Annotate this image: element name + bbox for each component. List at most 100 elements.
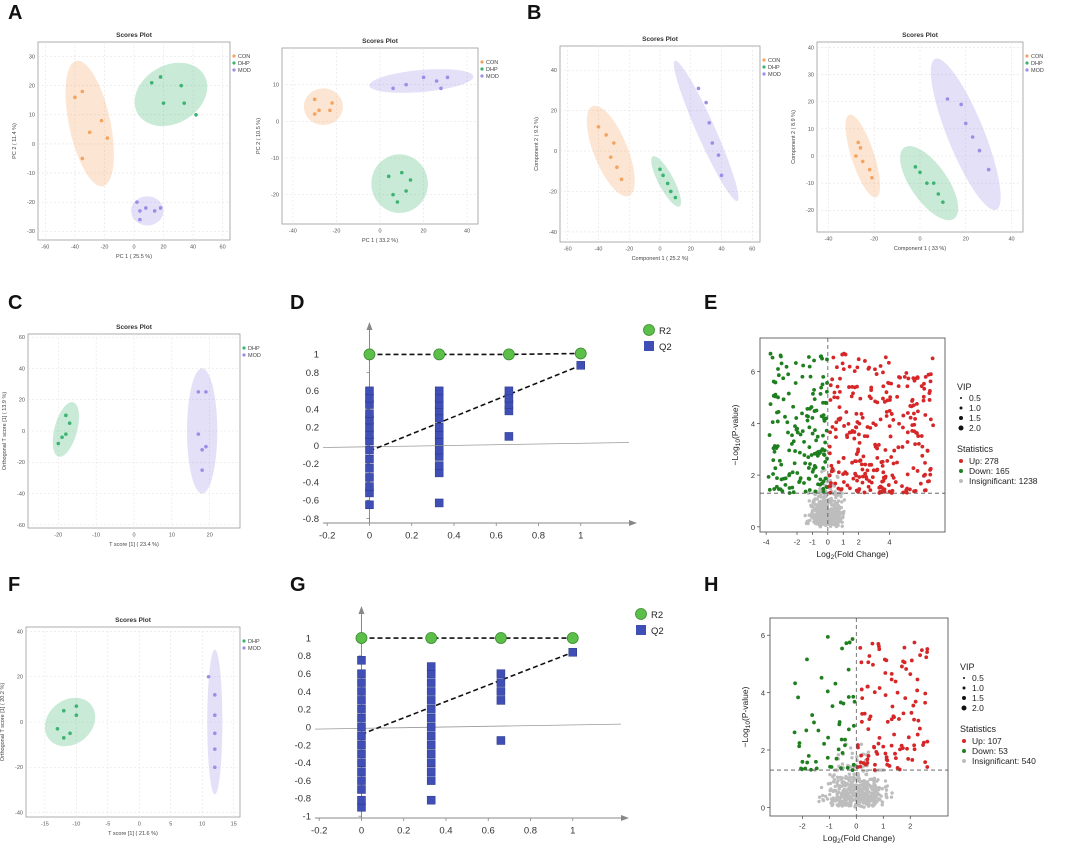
point-down: [807, 477, 812, 481]
point-insignificant: [862, 796, 866, 800]
point-up: [887, 408, 892, 413]
legend-vip-label: 2.0: [972, 703, 984, 713]
point-up: [854, 411, 859, 416]
point-up: [911, 376, 916, 380]
point-down: [793, 449, 797, 453]
x-tick-label: 0: [658, 247, 661, 253]
sample-point-mod: [200, 447, 204, 452]
q2-marker: [365, 386, 374, 396]
q2-marker: [365, 393, 374, 403]
point-up: [878, 484, 883, 489]
point-insignificant: [807, 499, 811, 503]
confidence-ellipse-mod: [673, 60, 739, 202]
point-down: [820, 382, 825, 387]
sample-point-mod: [196, 432, 201, 436]
y-tick-label: -30: [27, 229, 35, 235]
point-up: [886, 380, 890, 385]
point-up: [841, 480, 846, 484]
legend-label-dhp: DHP: [238, 61, 250, 67]
point-up: [903, 696, 908, 701]
point-insignificant: [868, 777, 872, 782]
q2-marker: [365, 454, 374, 464]
sample-point-con: [312, 112, 317, 116]
point-up: [888, 395, 893, 400]
point-down: [812, 451, 817, 456]
point-up: [861, 474, 865, 479]
point-down: [784, 364, 789, 369]
sample-point-mod: [977, 148, 982, 153]
point-down: [825, 381, 829, 385]
point-down: [767, 433, 772, 437]
point-insignificant: [836, 753, 841, 757]
point-up: [916, 434, 921, 438]
point-up: [928, 379, 933, 384]
point-down: [840, 646, 844, 651]
point-up: [877, 736, 882, 740]
point-insignificant: [865, 800, 869, 804]
point-up: [854, 452, 859, 457]
point-up: [871, 421, 876, 426]
y-tick-label: 0.6: [298, 669, 311, 680]
point-insignificant: [803, 513, 807, 518]
legend-label-dhp: DHP: [248, 639, 260, 645]
point-insignificant: [832, 788, 836, 793]
y-axis-label: −Log10(P-value): [730, 404, 742, 465]
sample-point-mod: [152, 209, 157, 213]
point-down: [840, 751, 845, 755]
point-insignificant: [830, 517, 834, 522]
point-up: [896, 384, 901, 388]
point-down: [839, 737, 844, 742]
point-down: [768, 402, 773, 407]
point-up: [909, 658, 914, 663]
legend-marker-mod: [242, 646, 246, 650]
point-down: [814, 408, 819, 413]
point-up: [883, 448, 888, 452]
point-up: [834, 435, 838, 439]
x-tick-label: 20: [207, 533, 213, 539]
point-up: [860, 467, 865, 472]
x-tick-label: -0.2: [311, 826, 327, 837]
q2-marker: [496, 678, 506, 687]
y-tick-label: -10: [271, 156, 279, 162]
point-insignificant: [817, 799, 821, 804]
point-up: [841, 455, 846, 460]
plot-frame: [816, 41, 1024, 233]
y-tick-label: -0.2: [303, 459, 319, 470]
point-up: [928, 468, 932, 472]
point-down: [833, 681, 838, 686]
y-tick-label: 20: [808, 100, 814, 106]
point-insignificant: [859, 742, 864, 746]
sample-point-con: [612, 141, 616, 145]
point-down: [800, 411, 804, 416]
point-up: [901, 711, 906, 716]
y-tick-label: 20: [29, 84, 35, 90]
point-up: [865, 757, 870, 762]
point-up: [896, 445, 901, 450]
point-down: [814, 759, 818, 764]
point-up: [873, 367, 877, 372]
legend-marker-dhp: [242, 346, 246, 350]
point-insignificant: [807, 513, 811, 517]
y-axis-label: Component 2 ( 8.9 %): [791, 110, 797, 164]
point-up: [895, 460, 899, 465]
point-up: [860, 696, 865, 701]
point-down: [810, 431, 815, 436]
y-tick-label: -1: [303, 812, 311, 823]
y-tick-label: -40: [15, 810, 23, 816]
point-down: [775, 419, 780, 424]
point-up: [913, 442, 918, 447]
point-down: [773, 392, 778, 397]
point-down: [830, 704, 835, 709]
point-up: [915, 677, 920, 682]
point-up: [890, 704, 895, 709]
confidence-ellipse-dhp: [371, 154, 428, 214]
permutation-plot-g: -0.2 0 0.2 0.4 0.6 0.8 1 -1 -0.8 -0.6 -0.4 -0.2 0 0.2…: [295, 606, 664, 837]
point-insignificant: [849, 796, 853, 800]
point-up: [858, 645, 863, 650]
point-insignificant: [844, 790, 849, 794]
point-up: [893, 756, 898, 761]
y-tick-label: 40: [808, 45, 814, 51]
point-insignificant: [813, 497, 817, 501]
point-down: [838, 700, 843, 705]
y-axis-label: −Log10(P-value): [740, 686, 752, 747]
